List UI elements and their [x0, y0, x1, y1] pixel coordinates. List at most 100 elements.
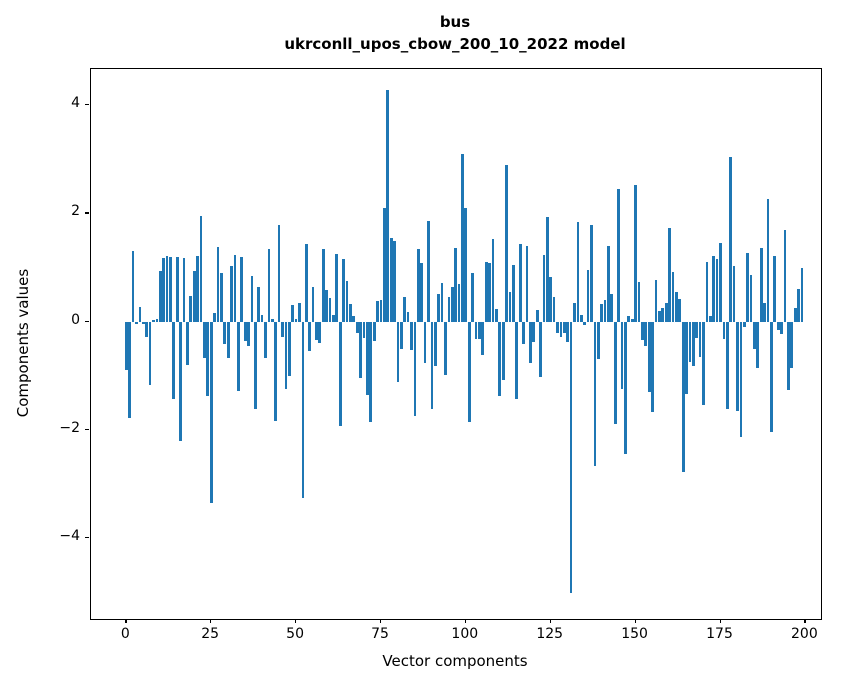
bar [216, 247, 220, 322]
bar [783, 229, 787, 322]
bar [383, 207, 386, 322]
bar [376, 301, 379, 322]
bar [260, 314, 264, 322]
bar [736, 321, 739, 412]
bar [298, 302, 301, 322]
plot-area [90, 68, 822, 620]
bar [607, 245, 610, 322]
x-tick [804, 619, 806, 623]
bar [600, 304, 604, 322]
x-tick [719, 619, 721, 623]
bar [410, 321, 413, 351]
bar [172, 321, 176, 399]
bar [518, 244, 522, 322]
bar [141, 321, 145, 324]
bar [437, 293, 441, 322]
bar [671, 271, 675, 322]
bar [787, 321, 790, 390]
bar [372, 321, 376, 342]
y-tick [85, 212, 89, 214]
bar [797, 288, 800, 322]
bar [179, 321, 182, 441]
bar [562, 321, 566, 334]
bar [145, 321, 149, 337]
bar [406, 312, 410, 322]
bar [491, 239, 495, 322]
bar [617, 189, 620, 322]
bar [593, 321, 597, 467]
y-tick [85, 104, 89, 106]
bar [668, 228, 671, 322]
bar [685, 321, 688, 395]
bar [213, 312, 216, 322]
bar [287, 321, 291, 377]
bar [715, 259, 719, 322]
bar [315, 321, 318, 340]
bar [325, 290, 328, 322]
x-tick [634, 619, 636, 623]
x-tick [210, 619, 212, 623]
x-tick-label: 175 [706, 626, 733, 642]
bar [525, 245, 529, 322]
bar [545, 216, 549, 322]
bar [739, 321, 743, 437]
y-tick-label: −2 [59, 419, 80, 436]
y-axis-label: Components values [14, 268, 32, 418]
bar [620, 321, 624, 389]
bar [257, 287, 261, 322]
y-tick [85, 536, 89, 539]
bar [124, 321, 128, 371]
bar [226, 321, 230, 358]
bar [742, 321, 746, 327]
bar [243, 321, 247, 342]
bar [627, 316, 631, 322]
bar [369, 321, 373, 423]
bar [250, 276, 254, 322]
bar [515, 321, 519, 399]
bar [501, 321, 505, 380]
x-tick-label: 100 [451, 626, 479, 642]
bar [206, 321, 210, 397]
bar [712, 255, 716, 322]
bar [681, 321, 685, 472]
bar [661, 308, 665, 322]
bar [559, 321, 563, 338]
bar [793, 308, 797, 322]
bar [349, 303, 352, 322]
bar [444, 321, 447, 376]
y-tick-label: 0 [71, 311, 80, 328]
x-tick [125, 619, 127, 623]
bar [270, 318, 274, 322]
y-tick-label: −4 [59, 527, 80, 544]
bar [332, 315, 335, 322]
bar [274, 321, 278, 422]
bar [379, 299, 383, 322]
bar [471, 273, 474, 322]
bar [556, 321, 559, 334]
bar [413, 321, 417, 417]
bar [440, 283, 444, 322]
bar [345, 281, 349, 322]
bar [688, 321, 692, 363]
bar [498, 321, 502, 396]
bar [308, 321, 312, 352]
bar [389, 238, 393, 322]
x-tick [295, 619, 297, 623]
bar [691, 321, 695, 367]
bar [267, 248, 271, 322]
bar [749, 275, 753, 322]
bar [651, 321, 654, 412]
bar [725, 321, 729, 410]
bar [318, 321, 322, 343]
bar [403, 297, 407, 322]
bar [199, 216, 203, 322]
bar [678, 299, 682, 322]
bar [294, 319, 298, 322]
y-tick [85, 428, 89, 430]
bar [338, 321, 342, 426]
bar [454, 248, 458, 322]
bar [759, 248, 763, 322]
bar [569, 321, 573, 594]
bar [131, 251, 135, 322]
bar [773, 255, 777, 322]
